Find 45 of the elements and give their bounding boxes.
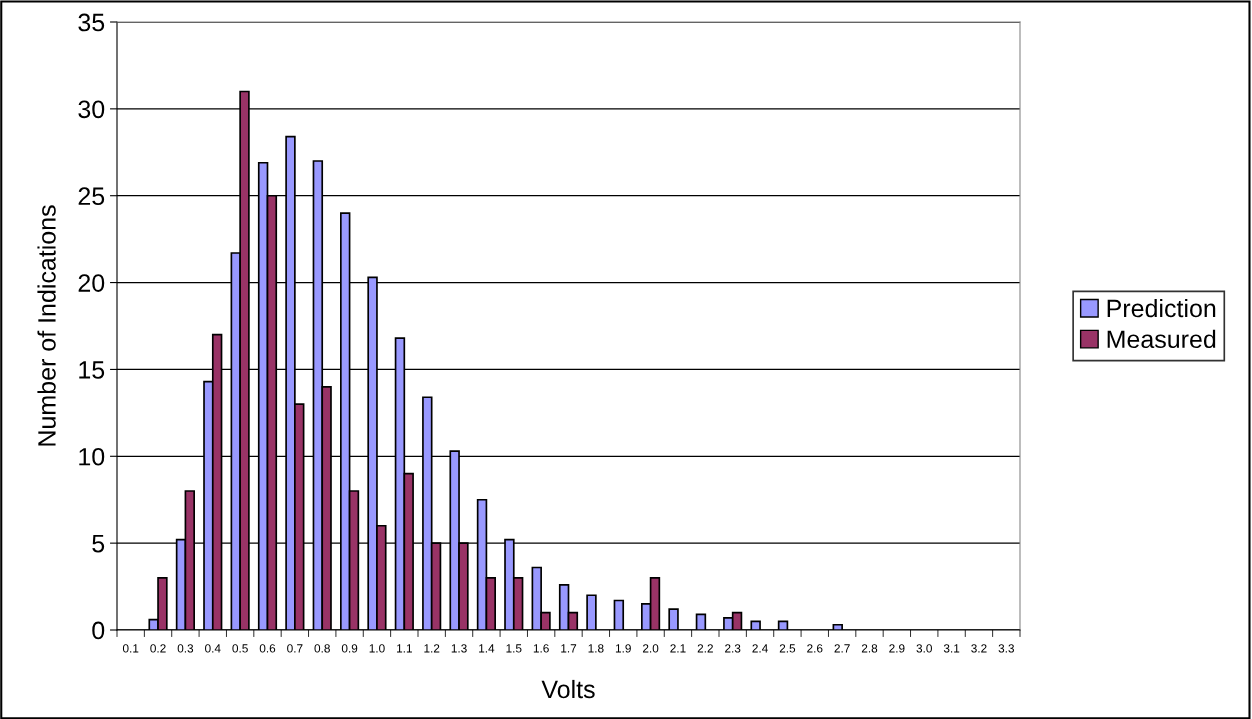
- y-axis-title: Number of Indications: [37, 205, 56, 446]
- y-tick-label: 25: [78, 187, 105, 206]
- x-tick-label: 2.6: [807, 644, 823, 653]
- x-tick-label: 2.2: [697, 644, 713, 653]
- legend-label: Measured: [1107, 329, 1216, 349]
- x-tick-label: 0.9: [341, 644, 358, 653]
- x-tick-label: 2.5: [779, 644, 796, 653]
- y-tick-label: 20: [78, 274, 105, 292]
- x-tick-label: 0.1: [122, 644, 139, 653]
- y-tick-label: 0: [92, 621, 105, 640]
- y-tick-label: 30: [78, 100, 105, 119]
- x-tick-label: 2.8: [861, 644, 878, 653]
- legend-label: Prediction: [1107, 298, 1216, 318]
- x-tick-label: 0.2: [150, 644, 166, 653]
- x-tick-label: 1.1: [397, 644, 412, 653]
- x-tick-label: 1.2: [424, 644, 440, 653]
- x-tick-label: 2.1: [670, 644, 686, 653]
- x-tick-label: 0.8: [314, 644, 330, 653]
- x-tick-label: 0.7: [287, 644, 303, 653]
- y-tick-label: 15: [79, 361, 105, 379]
- x-tick-label: 2.3: [725, 644, 741, 653]
- x-tick-label: 1.5: [506, 644, 522, 653]
- x-tick-label: 1.7: [561, 644, 577, 653]
- x-tick-label: 1.6: [533, 644, 549, 653]
- x-tick-label: 2.9: [889, 644, 905, 653]
- x-tick-label: 1.0: [369, 644, 385, 653]
- x-tick-label: 3.1: [943, 644, 960, 653]
- x-tick-label: 0.5: [232, 644, 248, 653]
- x-tick-label: 3.0: [916, 644, 932, 653]
- x-tick-label: 2.0: [642, 644, 659, 653]
- x-tick-label: 0.3: [177, 644, 194, 653]
- x-tick-label: 1.4: [479, 644, 495, 653]
- x-axis-title: Volts: [541, 679, 595, 699]
- x-tick-label: 2.7: [834, 644, 850, 653]
- x-tick-label: 3.2: [971, 644, 987, 653]
- x-tick-label: 2.4: [752, 644, 768, 653]
- x-tick-label: 1.9: [615, 644, 631, 653]
- y-tick-label: 10: [79, 447, 105, 466]
- x-tick-label: 3.3: [998, 644, 1015, 653]
- x-tick-label: 0.4: [205, 644, 221, 653]
- x-tick-label: 1.3: [451, 644, 467, 653]
- x-tick-label: 0.6: [259, 644, 276, 653]
- x-tick-label: 1.8: [588, 644, 604, 653]
- y-tick-label: 35: [78, 13, 105, 32]
- y-tick-label: 5: [92, 535, 105, 553]
